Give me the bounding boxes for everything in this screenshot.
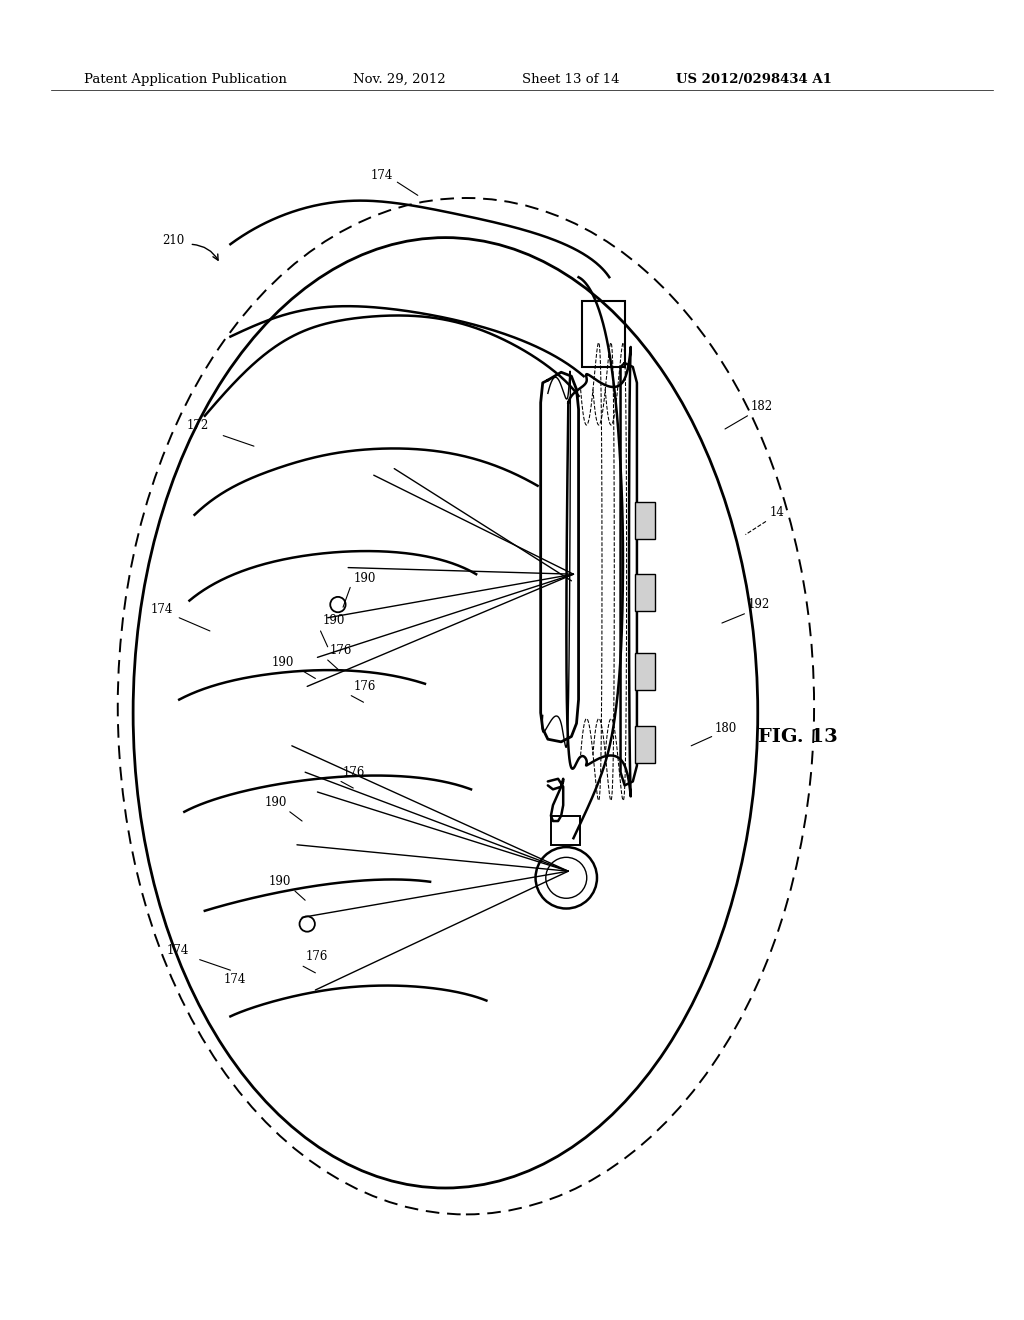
Text: 180: 180 — [715, 722, 737, 735]
Text: 174: 174 — [151, 603, 173, 616]
FancyBboxPatch shape — [635, 653, 655, 690]
FancyBboxPatch shape — [635, 574, 655, 611]
Text: 190: 190 — [353, 572, 376, 585]
Text: 174: 174 — [167, 944, 189, 957]
Text: Nov. 29, 2012: Nov. 29, 2012 — [353, 73, 445, 86]
Text: 172: 172 — [186, 418, 209, 432]
Text: 176: 176 — [353, 680, 376, 693]
Text: 192: 192 — [748, 598, 770, 611]
Text: Patent Application Publication: Patent Application Publication — [84, 73, 287, 86]
Text: 190: 190 — [271, 656, 294, 669]
Text: 176: 176 — [343, 766, 366, 779]
FancyBboxPatch shape — [635, 502, 655, 539]
Text: 210: 210 — [162, 234, 184, 247]
Text: FIG. 13: FIG. 13 — [758, 727, 838, 746]
Text: 182: 182 — [751, 400, 773, 413]
Text: 176: 176 — [305, 950, 328, 964]
Text: 190: 190 — [264, 796, 287, 809]
Text: Sheet 13 of 14: Sheet 13 of 14 — [522, 73, 620, 86]
Text: 174: 174 — [371, 169, 393, 182]
Text: 190: 190 — [323, 614, 345, 627]
Text: 176: 176 — [330, 644, 352, 657]
Text: 14: 14 — [770, 506, 785, 519]
Text: 190: 190 — [268, 875, 291, 888]
Text: US 2012/0298434 A1: US 2012/0298434 A1 — [676, 73, 831, 86]
FancyBboxPatch shape — [635, 726, 655, 763]
Text: 174: 174 — [223, 973, 246, 986]
